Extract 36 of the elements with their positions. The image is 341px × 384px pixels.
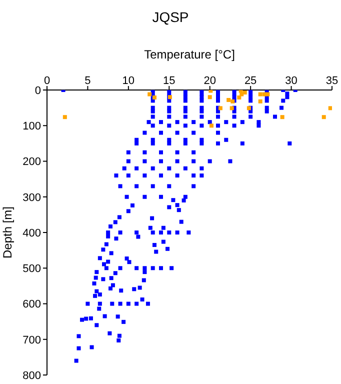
point <box>238 90 243 93</box>
x-tick-label: 30 <box>285 75 298 87</box>
y-tick-label: 700 <box>22 334 41 346</box>
point <box>258 99 262 104</box>
point <box>322 115 326 120</box>
point <box>218 106 222 110</box>
x-tick-label: 0 <box>44 75 50 87</box>
point <box>230 106 234 110</box>
x-axis-title: Temperature [°C] <box>144 48 235 62</box>
point <box>258 92 262 96</box>
point <box>148 92 152 96</box>
x-tick-label: 5 <box>84 75 91 87</box>
point <box>328 106 332 110</box>
y-tick-label: 800 <box>22 370 41 382</box>
x-tick-label: 15 <box>163 75 176 87</box>
chart-title: JQSP <box>151 8 190 27</box>
y-tick-label: 200 <box>22 156 41 168</box>
x-tick-label: 20 <box>204 75 216 87</box>
x-tick-label: 25 <box>244 75 257 87</box>
y-tick-label: 300 <box>22 192 41 204</box>
point <box>208 95 212 100</box>
x-tick-label: 35 <box>326 75 338 87</box>
y-tick-label: 500 <box>22 263 41 276</box>
point <box>237 95 242 100</box>
point <box>226 98 231 102</box>
x-tick-label: 10 <box>122 75 135 87</box>
point <box>209 124 214 128</box>
y-tick-label: 400 <box>22 227 41 240</box>
y-tick-label: 600 <box>22 298 41 311</box>
point <box>62 115 67 120</box>
point <box>242 90 247 94</box>
y-axis-title: Depth [m] <box>0 206 14 259</box>
point <box>208 90 213 93</box>
y-tick-label: 100 <box>22 120 41 133</box>
point <box>280 115 284 120</box>
y-tick-label: 0 <box>34 84 41 97</box>
